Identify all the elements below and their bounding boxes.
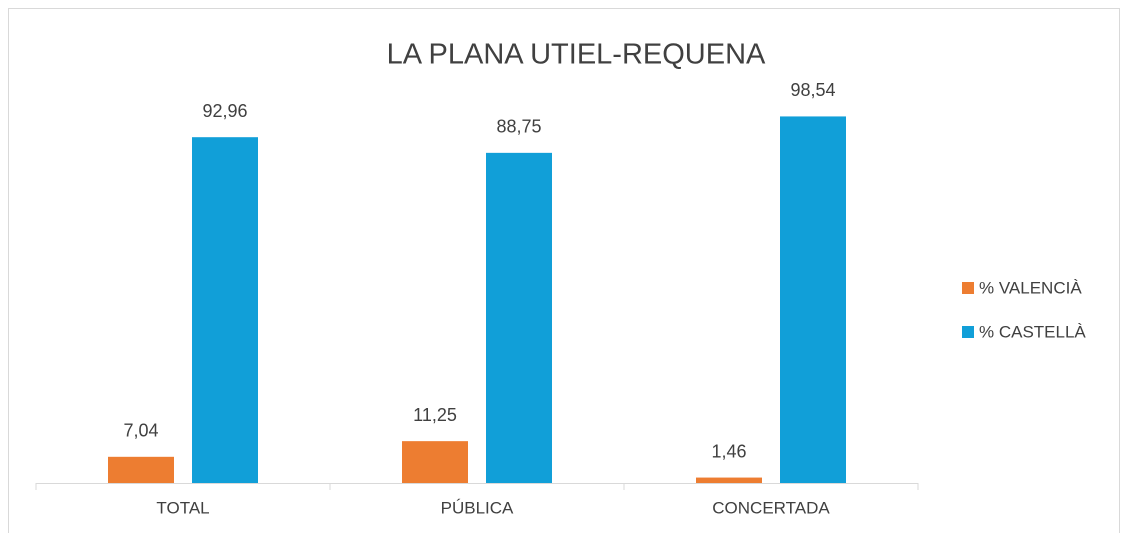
bar	[780, 116, 846, 483]
bar	[696, 477, 762, 483]
data-label: 1,46	[711, 441, 746, 461]
legend-swatch	[962, 326, 974, 338]
chart-title: LA PLANA UTIEL-REQUENA	[387, 39, 766, 71]
data-label: 7,04	[123, 421, 158, 441]
legend-swatch	[962, 282, 974, 294]
x-tick-label: CONCERTADA	[712, 498, 830, 517]
legend-label: % VALENCIÀ	[979, 278, 1082, 297]
data-label: 11,25	[413, 405, 457, 425]
bar	[402, 441, 468, 483]
bar	[108, 456, 174, 483]
bar	[192, 137, 258, 484]
chart-frame	[8, 8, 1120, 533]
legend-label: % CASTELLÀ	[979, 322, 1086, 341]
bar	[486, 152, 552, 483]
data-label: 98,54	[790, 80, 835, 100]
x-tick-label: PÚBLICA	[441, 498, 514, 517]
x-tick-label: TOTAL	[156, 498, 209, 517]
data-label: 92,96	[202, 101, 247, 121]
data-label: 88,75	[496, 117, 541, 137]
